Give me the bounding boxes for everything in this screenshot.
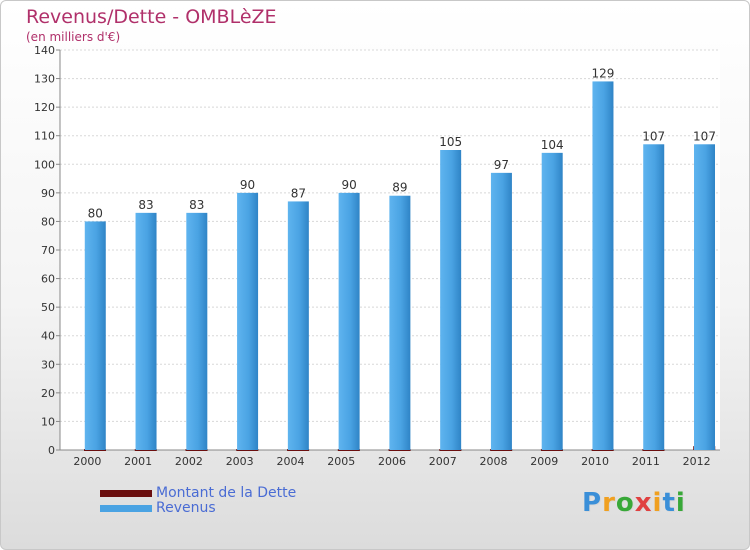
legend-label-revenus: Revenus <box>156 500 216 516</box>
y-tick-label: 0 <box>48 444 55 457</box>
x-tick-label: 2004 <box>276 455 304 468</box>
proxiti-logo: Proxiti <box>582 488 686 518</box>
revenue-value-label: 107 <box>642 129 665 143</box>
logo-letter: r <box>602 488 616 518</box>
revenue-value-label: 90 <box>341 178 356 192</box>
revenue-value-label: 129 <box>592 66 615 80</box>
revenue-value-label: 87 <box>291 186 306 200</box>
revenue-bar <box>592 81 614 450</box>
logo-letter: o <box>615 488 635 518</box>
revenue-value-label: 80 <box>88 206 103 220</box>
chart-title: Revenus/Dette - OMBLèZE <box>26 6 277 28</box>
revenue-bar <box>490 172 512 450</box>
x-tick-label: 2008 <box>480 455 508 468</box>
x-tick-label: 2012 <box>683 455 711 468</box>
y-tick-label: 20 <box>41 387 55 400</box>
revenue-value-label: 107 <box>693 129 716 143</box>
revenue-value-label: 83 <box>189 198 204 212</box>
x-tick-label: 2010 <box>581 455 609 468</box>
revenue-bar <box>84 221 106 450</box>
y-tick-label: 50 <box>41 301 55 314</box>
logo-letter: P <box>582 488 603 518</box>
legend: Montant de la Dette Revenus <box>100 486 296 516</box>
logo-letter: x <box>634 488 653 518</box>
y-tick-label: 120 <box>34 101 55 114</box>
revenue-bar <box>135 212 157 450</box>
x-tick-label: 2000 <box>73 455 101 468</box>
revenue-bar <box>389 195 411 450</box>
y-tick-label: 80 <box>41 215 55 228</box>
y-tick-label: 10 <box>41 415 55 428</box>
x-tick-label: 2006 <box>378 455 406 468</box>
x-tick-label: 2005 <box>327 455 355 468</box>
x-tick-label: 2011 <box>632 455 660 468</box>
revenue-bar <box>237 192 259 450</box>
revenue-bar <box>440 150 462 450</box>
logo-letter: i <box>652 488 663 518</box>
revenue-value-label: 105 <box>439 135 462 149</box>
x-tick-label: 2003 <box>226 455 254 468</box>
x-tick-label: 2001 <box>124 455 152 468</box>
y-tick-label: 110 <box>34 130 55 143</box>
revenue-value-label: 83 <box>138 198 153 212</box>
y-tick-label: 30 <box>41 358 55 371</box>
legend-label-dette: Montant de la Dette <box>156 485 297 501</box>
x-tick-label: 2009 <box>530 455 558 468</box>
revenue-bar <box>541 152 563 450</box>
legend-item-dette: Montant de la Dette <box>100 486 296 501</box>
y-tick-label: 70 <box>41 244 55 257</box>
revenue-bar <box>338 192 360 450</box>
y-tick-label: 90 <box>41 187 55 200</box>
legend-item-revenus: Revenus <box>100 501 296 516</box>
revenue-bar <box>643 144 665 451</box>
revenue-value-label: 97 <box>494 158 509 172</box>
y-tick-label: 140 <box>34 44 55 57</box>
revenue-bar <box>287 201 309 450</box>
logo-letter: t <box>662 488 676 518</box>
revenue-bar <box>186 212 208 450</box>
legend-swatch-revenus <box>100 505 152 512</box>
chart-subtitle: (en milliers d'€) <box>26 30 121 44</box>
y-tick-label: 40 <box>41 330 55 343</box>
revenue-bar <box>694 144 715 451</box>
revenue-value-label: 104 <box>541 138 564 152</box>
y-tick-label: 60 <box>41 273 55 286</box>
y-tick-label: 100 <box>34 158 55 171</box>
revenue-value-label: 89 <box>392 181 407 195</box>
x-tick-label: 2007 <box>429 455 457 468</box>
revenue-value-label: 90 <box>240 178 255 192</box>
y-tick-label: 130 <box>34 73 55 86</box>
legend-swatch-dette <box>100 490 152 497</box>
x-tick-label: 2002 <box>175 455 203 468</box>
logo-letter: i <box>675 488 686 518</box>
